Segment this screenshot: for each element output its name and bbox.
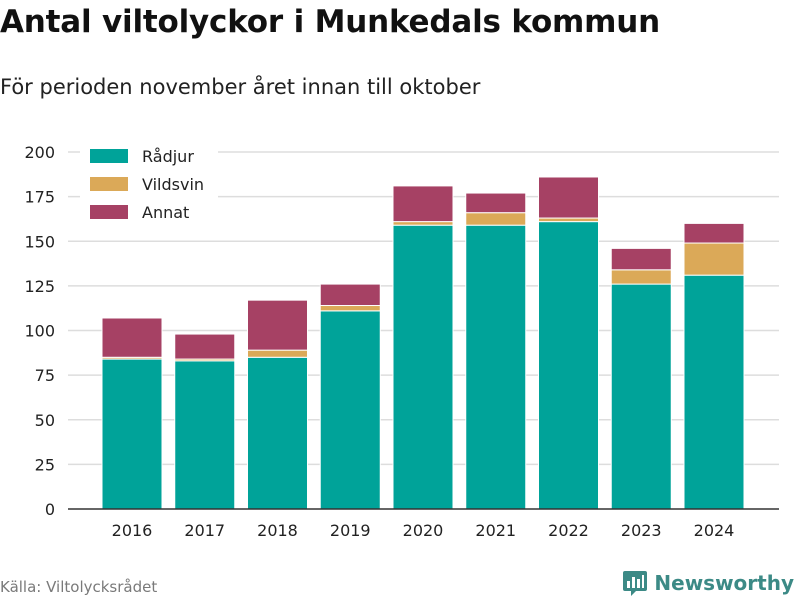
x-tick-label: 2024 [694, 521, 735, 540]
bars [101, 176, 745, 510]
bar-annat [683, 222, 745, 244]
bar-annat [465, 192, 527, 214]
bar-r-djur [465, 224, 527, 510]
bar-annat [610, 247, 672, 271]
y-tick-label: 0 [45, 500, 55, 519]
bar-r-djur [683, 274, 745, 510]
bar-annat [174, 333, 236, 360]
bar-vildsvin [392, 221, 454, 226]
x-tick-label: 2020 [403, 521, 444, 540]
x-tick-label: 2023 [621, 521, 662, 540]
y-tick-label: 125 [24, 277, 55, 296]
y-tick-label: 75 [35, 366, 55, 385]
y-tick-label: 25 [35, 455, 55, 474]
bar-r-djur [174, 360, 236, 510]
x-tick-label: 2017 [184, 521, 225, 540]
x-tick-label: 2019 [330, 521, 371, 540]
bar-annat [247, 299, 308, 351]
bar-vildsvin [610, 269, 672, 285]
bar-vildsvin [465, 212, 527, 226]
source-note: Källa: Viltolycksrådet [0, 578, 158, 596]
legend-swatch [90, 149, 128, 163]
bar-vildsvin [683, 242, 745, 276]
bar-annat [392, 185, 454, 223]
bar-annat [538, 176, 599, 219]
bar-r-djur [247, 356, 308, 510]
stacked-bar-chart: 0 25 50 75 100 125 150 175 200 2016 2017 2018 2019 20… [24, 140, 779, 540]
legend: Rådjur Vildsvin Annat [80, 140, 218, 228]
axes: 0 25 50 75 100 125 150 175 200 2016 2017 2018 2019 20… [24, 143, 779, 540]
chart-title: Antal viltolyckor i Munkedals kommun [0, 4, 660, 40]
legend-swatch [90, 205, 128, 219]
x-tick-label: 2016 [112, 521, 153, 540]
bar-vildsvin [247, 349, 308, 358]
y-tick-label: 150 [24, 232, 55, 251]
legend-label: Rådjur [142, 147, 194, 166]
brand-logo[interactable]: Newsworthy [622, 569, 794, 597]
bar-r-djur [610, 283, 672, 510]
bar-r-djur [392, 224, 454, 510]
bar-annat [101, 317, 163, 358]
bar-r-djur [319, 310, 381, 510]
bar-r-djur [538, 221, 599, 510]
y-tick-label: 175 [24, 188, 55, 207]
x-tick-label: 2021 [475, 521, 516, 540]
x-tick-label: 2018 [257, 521, 298, 540]
bar-vildsvin [538, 217, 599, 223]
x-tick-label: 2022 [548, 521, 589, 540]
y-tick-label: 100 [24, 322, 55, 341]
y-tick-label: 200 [24, 143, 55, 162]
bar-r-djur [101, 358, 163, 510]
brand-name: Newsworthy [654, 571, 794, 595]
chart-subtitle: För perioden november året innan till ok… [0, 75, 481, 99]
bar-vildsvin [319, 305, 381, 312]
bar-annat [319, 283, 381, 307]
legend-swatch [90, 177, 128, 191]
bar-chart-icon [623, 571, 648, 596]
legend-label: Annat [142, 203, 189, 222]
legend-label: Vildsvin [142, 175, 204, 194]
y-tick-label: 50 [35, 411, 55, 430]
